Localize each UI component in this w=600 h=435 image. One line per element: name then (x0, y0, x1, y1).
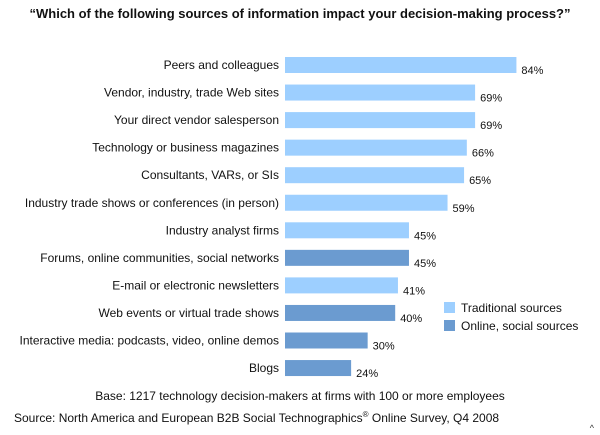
value-label: 45% (414, 258, 436, 270)
bar (285, 332, 368, 349)
value-label: 69% (480, 93, 502, 105)
category-label: Industry analyst firms (166, 223, 279, 237)
base-note: Base: 1217 technology decision-makers at… (95, 389, 505, 403)
value-label: 69% (480, 120, 502, 132)
legend-label: Traditional sources (461, 301, 562, 315)
source-suffix: Online Survey, Q4 2008 (368, 411, 500, 425)
bar (285, 360, 352, 377)
legend-label: Online, social sources (461, 319, 578, 333)
value-label: 41% (403, 285, 425, 297)
legend-swatch (444, 302, 455, 313)
corner-mark: ^ (589, 423, 594, 433)
source-prefix: Source: North America and European B2B S… (14, 411, 363, 425)
registered-mark: ® (362, 410, 369, 419)
value-label: 45% (414, 230, 436, 242)
value-label: 65% (469, 175, 491, 187)
category-label: Industry trade shows or conferences (in … (25, 196, 279, 210)
value-label: 24% (356, 368, 378, 380)
value-label: 59% (453, 203, 475, 215)
category-label: E-mail or electronic newsletters (112, 278, 279, 292)
category-label: Technology or business magazines (92, 141, 279, 155)
bar (285, 194, 448, 211)
bar (285, 249, 409, 266)
source-note: Source: North America and European B2B S… (14, 410, 499, 425)
bar (285, 57, 517, 73)
bar (285, 304, 396, 321)
legend-swatch (444, 320, 455, 331)
value-label: 30% (373, 341, 395, 353)
bar (285, 222, 409, 239)
bar (285, 84, 476, 101)
value-label: 66% (472, 148, 494, 160)
category-label: Forums, online communities, social netwo… (40, 251, 279, 265)
category-label: Your direct vendor salesperson (114, 113, 279, 127)
category-label: Vendor, industry, trade Web sites (104, 86, 279, 100)
value-label: 40% (400, 313, 422, 325)
bar (285, 112, 476, 129)
value-label: 84% (521, 65, 543, 77)
category-label: Peers and colleagues (164, 58, 279, 72)
category-label: Web events or virtual trade shows (98, 306, 279, 320)
category-label: Consultants, VARs, or SIs (141, 168, 279, 182)
category-label: Interactive media: podcasts, video, onli… (20, 334, 279, 348)
bar (285, 139, 467, 156)
bar (285, 167, 465, 184)
chart-title: “Which of the following sources of infor… (29, 6, 571, 21)
category-label: Blogs (249, 361, 279, 375)
bar (285, 277, 398, 294)
